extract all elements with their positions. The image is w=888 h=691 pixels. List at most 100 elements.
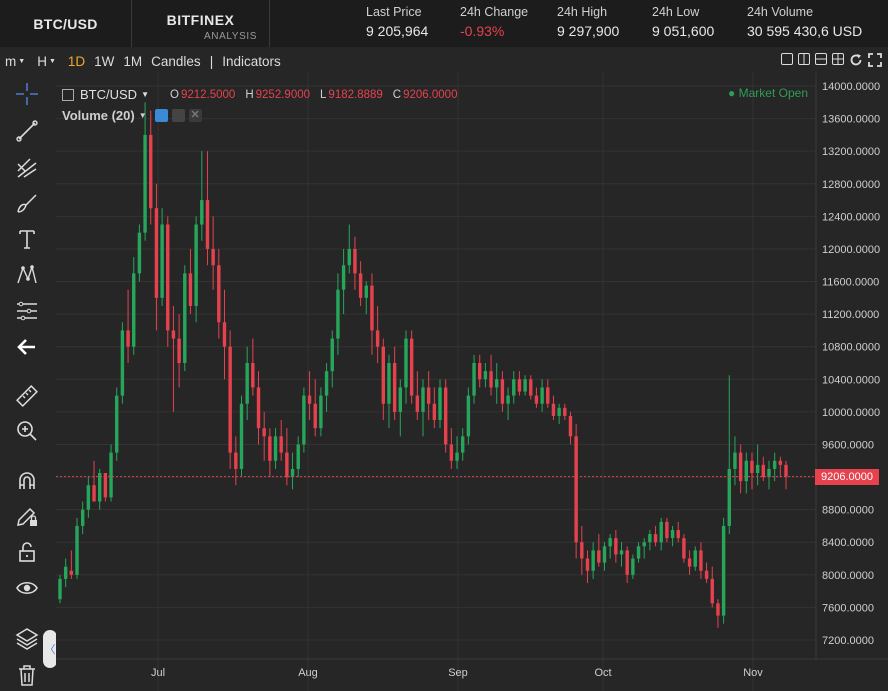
candle-body	[319, 395, 323, 429]
stat-value: 9 205,964	[366, 23, 429, 39]
candles-button[interactable]: Candles	[151, 53, 201, 69]
stat-value: -0.93%	[460, 23, 505, 39]
y-tick-label: 7200.0000	[822, 635, 874, 647]
ohlc-low: L 9182.8889	[320, 89, 383, 101]
indicators-button[interactable]: Indicators	[222, 53, 281, 69]
interval-1d[interactable]: 1D	[67, 53, 86, 69]
candle-body	[489, 371, 493, 388]
candle-body	[466, 395, 471, 437]
candlestick-chart-svg[interactable]: 14000.0000 13600.0000 13200.0000 12800.0000…	[56, 73, 888, 691]
caret-down-icon[interactable]: ▼	[138, 111, 147, 120]
fib-retracement-tool[interactable]	[14, 298, 40, 324]
settings-icon[interactable]	[171, 109, 185, 122]
volume-study-legend[interactable]: Volume (20) ▼ ✕	[62, 108, 202, 123]
text-tool[interactable]	[14, 226, 40, 252]
zoom-tool[interactable]	[14, 418, 40, 444]
candle-body	[98, 472, 102, 502]
eye-toggle-icon[interactable]	[154, 109, 168, 122]
layout-split-vertical-icon[interactable]	[798, 53, 810, 65]
candle-body	[687, 558, 692, 567]
x-tick-label: Nov	[743, 667, 763, 679]
candle-body	[63, 566, 68, 579]
candle-body	[358, 273, 363, 298]
candle-body	[160, 224, 164, 298]
crosshair-icon	[16, 83, 38, 105]
y-tick-label: 12000.0000	[822, 244, 880, 256]
price-chart[interactable]: 14000.0000 13600.0000 13200.0000 12800.0000…	[56, 73, 888, 691]
candle-body	[727, 468, 731, 526]
close-icon[interactable]: ✕	[188, 109, 202, 122]
layout-grid-icon[interactable]	[832, 53, 844, 65]
candle-body	[364, 285, 368, 298]
candle-body	[381, 346, 385, 404]
candle-body	[563, 407, 567, 416]
stat-value: 9 051,600	[652, 23, 715, 39]
candle-body	[251, 363, 255, 388]
high-value: 9252.9000	[255, 89, 311, 101]
symbol-selector[interactable]: BTC/USD	[0, 0, 132, 47]
series-legend[interactable]: BTC/USD ▼	[62, 87, 149, 102]
candle-body	[324, 371, 329, 396]
zoom-in-icon	[17, 421, 37, 441]
low-value: 9182.8889	[328, 89, 383, 101]
candle-body	[432, 403, 437, 421]
trend-line-icon	[16, 120, 38, 142]
object-tree-tool[interactable]	[14, 625, 40, 651]
candle-body	[478, 363, 482, 380]
back-tool[interactable]	[14, 334, 40, 360]
brush-tool[interactable]	[14, 190, 40, 216]
candle-body	[784, 464, 788, 477]
collapse-sidebar-button[interactable]: 〈	[43, 630, 57, 668]
candle-body	[211, 248, 215, 266]
magnet-tool[interactable]	[14, 468, 40, 494]
candle-body	[188, 273, 193, 306]
interval-1m[interactable]: 1M	[123, 53, 143, 69]
caret-down-icon: ▼	[18, 58, 26, 66]
candle-body	[92, 485, 96, 502]
unlock-tool[interactable]	[14, 539, 40, 565]
crosshair-tool[interactable]	[14, 81, 40, 107]
candle-body	[653, 534, 658, 543]
candle-body	[523, 379, 527, 392]
x-tick-label: Jul	[151, 667, 165, 679]
layers-icon	[15, 628, 39, 650]
y-tick-label: 9600.0000	[822, 439, 874, 451]
candle-body	[239, 403, 244, 469]
layout-single-icon[interactable]	[781, 53, 793, 65]
lock-drawings-tool[interactable]	[14, 503, 40, 529]
candle-body	[512, 379, 516, 396]
candle-body	[421, 387, 425, 412]
candle-body	[580, 542, 584, 559]
candle-body	[517, 379, 522, 392]
pitchfork-tool[interactable]	[14, 155, 40, 181]
candle-body	[461, 436, 465, 453]
caret-down-icon[interactable]: ▼	[141, 90, 149, 99]
hour-interval-dropdown[interactable]: H ▼	[37, 54, 56, 69]
remove-drawings-tool[interactable]	[14, 662, 40, 688]
candle-body	[665, 521, 669, 539]
stat-label: 24h Change	[460, 5, 529, 19]
trend-line-tool[interactable]	[14, 118, 40, 144]
measure-tool[interactable]	[14, 383, 40, 409]
refresh-icon[interactable]	[849, 53, 863, 67]
y-tick-label: 8000.0000	[822, 570, 874, 582]
legend-symbol[interactable]: BTC/USD	[80, 87, 138, 102]
minute-interval-dropdown[interactable]: m ▼	[5, 54, 25, 69]
visibility-tool[interactable]	[14, 575, 40, 601]
candle-body	[115, 395, 119, 453]
candle-body	[631, 558, 635, 575]
pattern-tool[interactable]	[14, 262, 40, 288]
interval-1w[interactable]: 1W	[94, 53, 115, 69]
y-tick-label: 13200.0000	[822, 146, 880, 158]
candle-body	[404, 338, 408, 388]
pitchfork-icon	[17, 158, 37, 178]
collapse-legend-icon[interactable]	[62, 88, 74, 101]
fullscreen-icon[interactable]	[868, 53, 882, 67]
candle-body	[642, 542, 646, 547]
candle-body	[222, 322, 227, 347]
layout-split-horizontal-icon[interactable]	[815, 53, 827, 65]
stat-24h-high: 24h High 9 297,900	[557, 0, 652, 47]
volume-label[interactable]: Volume (20)	[62, 108, 135, 123]
y-tick-label: 10800.0000	[822, 342, 880, 354]
